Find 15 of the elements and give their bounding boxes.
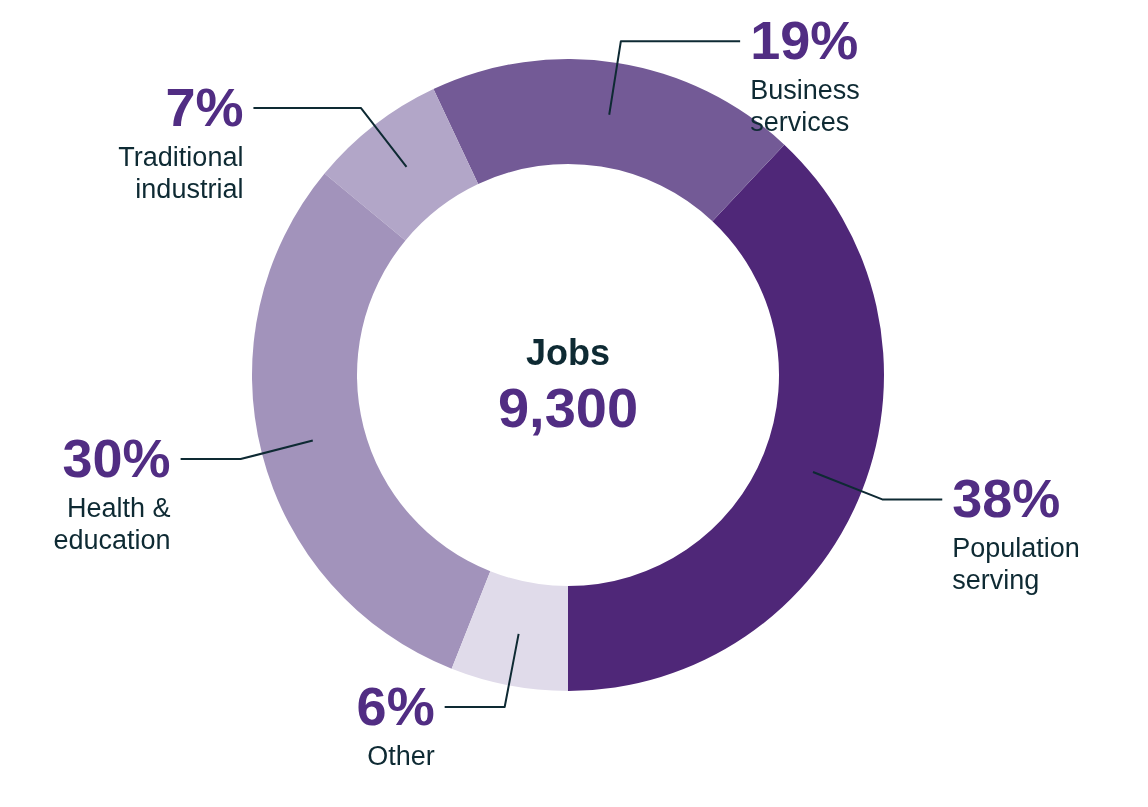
data-label: 6%: [356, 676, 435, 737]
data-label: 19%: [750, 10, 859, 71]
text: Jobs: [525, 332, 611, 373]
donut-slice: [324, 89, 479, 241]
slice-label: Other: [367, 741, 435, 772]
slice-label: Health & education: [53, 493, 171, 556]
donut-slice: [451, 571, 568, 691]
data-label: 7%: [165, 76, 244, 137]
slice-label: Traditional industrial: [118, 141, 244, 204]
text: 9,300: [497, 376, 639, 439]
data-label: 38%: [952, 468, 1061, 529]
donut-slice: [252, 173, 491, 669]
slice-label: Business services: [750, 75, 860, 138]
data-label: 30%: [62, 428, 171, 489]
slice-label: Population serving: [952, 533, 1080, 596]
